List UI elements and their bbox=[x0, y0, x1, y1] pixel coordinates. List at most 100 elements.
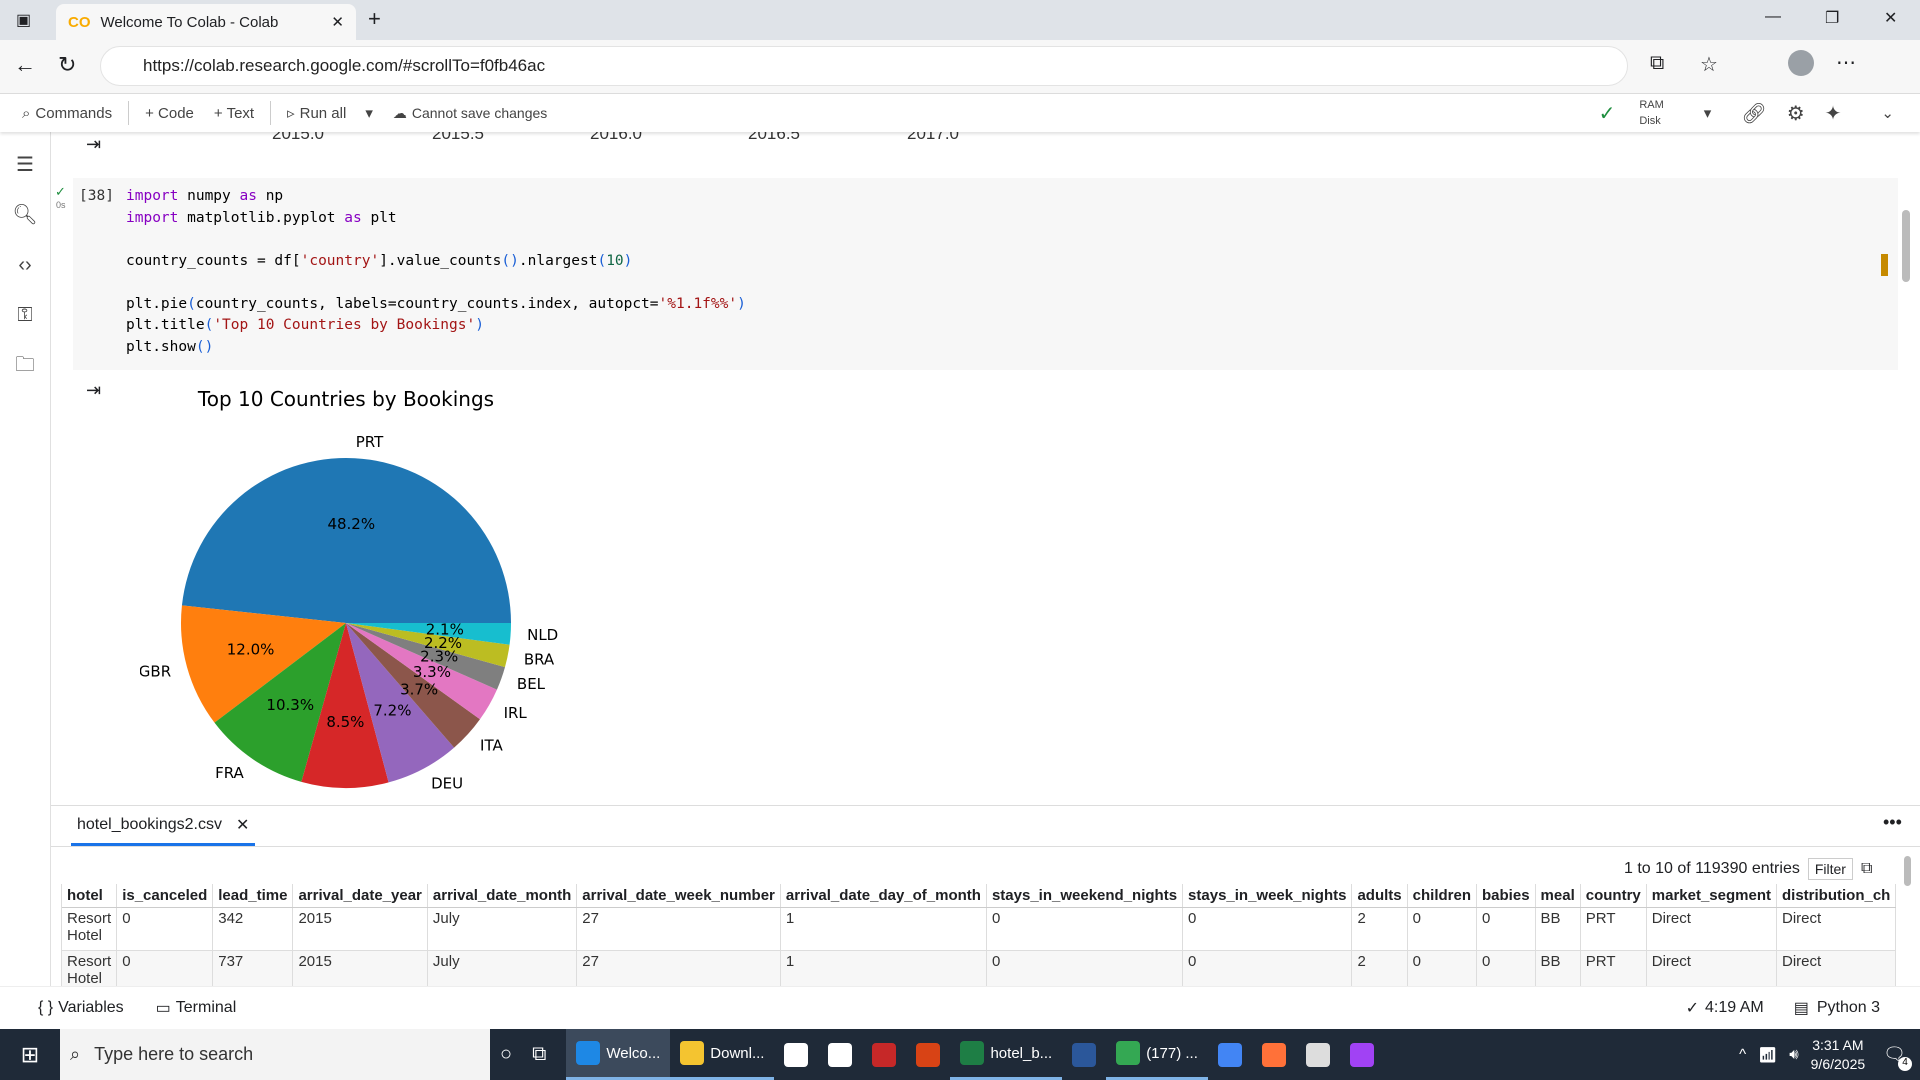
close-tab-icon[interactable]: ✕ bbox=[331, 14, 344, 31]
notebook-scrollbar[interactable] bbox=[1902, 210, 1910, 282]
taskbar-app[interactable] bbox=[862, 1029, 906, 1080]
filter-button[interactable]: Filter bbox=[1807, 858, 1853, 880]
files-folder-icon[interactable]: 🗀 bbox=[15, 354, 35, 376]
column-header[interactable]: is_canceled bbox=[116, 884, 214, 908]
network-icon[interactable]: 📶︎ bbox=[1758, 1046, 1778, 1064]
minimize-icon[interactable]: — bbox=[1765, 8, 1781, 25]
link-icon[interactable]: 🔗︎ bbox=[1741, 102, 1767, 125]
table-cell: 2015 bbox=[292, 907, 428, 951]
column-header[interactable]: lead_time bbox=[212, 884, 294, 908]
more-icon[interactable]: ⋯ bbox=[1836, 52, 1856, 74]
code-token: as bbox=[344, 209, 362, 226]
close-window-icon[interactable]: ✕ bbox=[1884, 10, 1898, 27]
code-line: plt.title('Top 10 Countries by Bookings'… bbox=[126, 315, 746, 337]
add-code-button[interactable]: + Code bbox=[135, 105, 204, 122]
chevron-down-icon[interactable]: ▾ bbox=[1703, 105, 1712, 122]
table-cell: Direct bbox=[1776, 950, 1897, 987]
code-editor[interactable]: import numpy as np import matplotlib.pypl… bbox=[126, 186, 746, 358]
browser-tab[interactable]: CO Welcome To Colab - Colab ✕ bbox=[56, 4, 356, 40]
tab-actions-icon[interactable]: ▣ bbox=[16, 12, 32, 29]
output-toggle-icon[interactable]: ⇥ bbox=[86, 134, 102, 154]
taskbar-app[interactable]: Downl... bbox=[670, 1029, 775, 1080]
column-header[interactable]: stays_in_weekend_nights bbox=[986, 884, 1184, 908]
back-icon[interactable]: ← bbox=[14, 52, 36, 77]
chevron-down-icon[interactable]: ▾ bbox=[365, 105, 373, 122]
table-scrollbar[interactable] bbox=[1904, 856, 1911, 886]
runtime-label[interactable]: Python 3 bbox=[1816, 999, 1880, 1016]
category-label: NLD bbox=[527, 626, 558, 644]
disk-label: Disk bbox=[1639, 115, 1661, 127]
code-token: plt.show bbox=[126, 338, 196, 355]
favorites-icon[interactable]: ☆ bbox=[1700, 54, 1718, 76]
column-header[interactable]: adults bbox=[1351, 884, 1408, 908]
column-header[interactable]: country bbox=[1580, 884, 1647, 908]
column-header[interactable]: arrival_date_month bbox=[427, 884, 578, 908]
terminal-button[interactable]: ▭ Terminal bbox=[146, 998, 247, 1018]
file-viewer-panel: hotel_bookings2.csv ✕ ••• 1 to 10 of 1193… bbox=[51, 805, 1920, 987]
file-tab[interactable]: hotel_bookings2.csv ✕ bbox=[71, 806, 256, 846]
cannot-save-indicator[interactable]: ☁ Cannot save changes bbox=[383, 105, 557, 122]
output-toggle-icon[interactable]: ⇥ bbox=[86, 380, 102, 400]
column-header[interactable]: children bbox=[1407, 884, 1478, 908]
restore-icon[interactable]: ❐ bbox=[1825, 10, 1840, 27]
more-options-icon[interactable]: ••• bbox=[1883, 812, 1902, 832]
app-label: hotel_b... bbox=[990, 1044, 1053, 1062]
gemini-sparkle-icon[interactable]: ✦ bbox=[1824, 102, 1842, 125]
secrets-key-icon[interactable]: ⚿ bbox=[17, 304, 33, 326]
taskbar-app[interactable] bbox=[906, 1029, 950, 1080]
find-icon[interactable]: 🔍︎ bbox=[12, 204, 38, 226]
code-snippets-icon[interactable]: ‹› bbox=[18, 254, 32, 276]
taskbar-app[interactable]: (177) ... bbox=[1106, 1029, 1208, 1080]
taskbar-app[interactable] bbox=[774, 1029, 818, 1080]
taskbar-app[interactable] bbox=[1340, 1029, 1384, 1080]
run-all-button[interactable]: ▹ Run all ▾ bbox=[277, 104, 383, 123]
reload-icon[interactable]: ↻ bbox=[58, 52, 77, 77]
column-header[interactable]: market_segment bbox=[1646, 884, 1778, 908]
extensions-icon[interactable]: ⧉ bbox=[1650, 52, 1665, 74]
file-tab-label: hotel_bookings2.csv bbox=[77, 815, 222, 833]
clock-date: 9/6/2025 bbox=[1810, 1055, 1866, 1072]
check-icon: ✓ bbox=[1685, 1000, 1700, 1017]
column-header[interactable]: distribution_ch bbox=[1776, 884, 1897, 908]
table-of-contents-icon[interactable]: ☰ bbox=[16, 154, 34, 176]
taskbar-app[interactable] bbox=[818, 1029, 862, 1080]
column-header[interactable]: babies bbox=[1476, 884, 1536, 908]
profile-avatar[interactable] bbox=[1788, 50, 1814, 76]
tray-chevron-icon[interactable]: ^ bbox=[1739, 1046, 1747, 1063]
taskbar-app[interactable] bbox=[1208, 1029, 1252, 1080]
taskbar-app[interactable]: Welco... bbox=[566, 1029, 671, 1080]
code-cell[interactable]: ✓ 0s [38] bbox=[55, 178, 1898, 370]
category-label: BEL bbox=[517, 675, 546, 693]
copy-icon[interactable]: ⧉ bbox=[1860, 860, 1873, 877]
taskbar-app[interactable] bbox=[1252, 1029, 1296, 1080]
column-header[interactable]: meal bbox=[1535, 884, 1581, 908]
resource-meter[interactable]: RAM Disk bbox=[1639, 97, 1663, 129]
commands-button[interactable]: ⌕ Commands bbox=[12, 105, 122, 122]
column-header[interactable]: arrival_date_day_of_month bbox=[780, 884, 987, 908]
column-header[interactable]: stays_in_week_nights bbox=[1182, 884, 1353, 908]
taskbar-search[interactable]: ⌕ Type here to search bbox=[60, 1029, 490, 1080]
task-view-button[interactable]: ⧉ bbox=[522, 1029, 556, 1080]
add-text-button[interactable]: + Text bbox=[204, 105, 264, 122]
code-line: import numpy as np bbox=[126, 186, 746, 208]
volume-icon[interactable]: 🔊︎ bbox=[1789, 1046, 1799, 1063]
collapse-icon[interactable]: ⌄ bbox=[1881, 105, 1894, 122]
new-tab-icon[interactable]: + bbox=[368, 6, 381, 31]
variables-button[interactable]: { } Variables bbox=[28, 999, 134, 1017]
add-text-label: + Text bbox=[213, 104, 255, 122]
code-token: () bbox=[501, 252, 519, 269]
taskbar-app[interactable] bbox=[1296, 1029, 1340, 1080]
clock[interactable]: 3:31 AM 9/6/2025 bbox=[1811, 1036, 1866, 1074]
taskbar-app[interactable] bbox=[1062, 1029, 1106, 1080]
gear-icon[interactable]: ⚙ bbox=[1786, 102, 1805, 125]
column-header[interactable]: arrival_date_week_number bbox=[576, 884, 781, 908]
column-header[interactable]: hotel bbox=[62, 884, 118, 908]
cortana-button[interactable]: ○ bbox=[490, 1029, 522, 1080]
url-input[interactable]: https://colab.research.google.com/#scrol… bbox=[100, 46, 1628, 86]
taskbar-app[interactable]: hotel_b... bbox=[950, 1029, 1063, 1080]
start-button[interactable]: ⊞ bbox=[0, 1029, 60, 1080]
table-cell: 2 bbox=[1351, 950, 1408, 987]
notifications-button[interactable]: 🗨︎ 4 bbox=[1883, 1044, 1912, 1071]
close-file-tab-icon[interactable]: ✕ bbox=[235, 816, 250, 834]
column-header[interactable]: arrival_date_year bbox=[292, 884, 428, 908]
